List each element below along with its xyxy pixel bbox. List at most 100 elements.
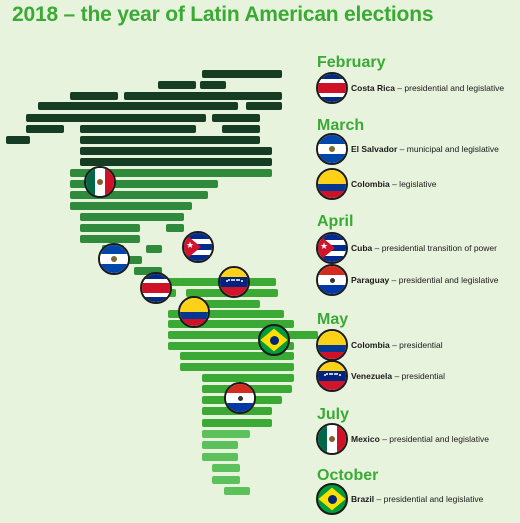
entry-text: Colombia – presidential [351, 340, 443, 350]
colombia-flag-icon [316, 168, 348, 200]
map-bar [202, 430, 250, 438]
country-name: Colombia [351, 340, 390, 350]
map-bar [222, 125, 260, 133]
election-entry: ★ Cuba – presidential transition of power [316, 232, 497, 264]
election-entry: Venezuela – presidential [316, 360, 445, 392]
map-bar [6, 136, 30, 144]
brazil-flag-icon [316, 483, 348, 515]
entry-text: Mexico – presidential and legislative [351, 434, 489, 444]
month-heading: February [317, 54, 386, 71]
map-bar [212, 114, 260, 122]
month-heading: October [317, 467, 379, 484]
map-bar [146, 245, 162, 253]
map-bar [134, 267, 162, 275]
brazil-flag-icon [258, 324, 290, 356]
map-bar [70, 92, 118, 100]
country-name: Venezuela [351, 371, 393, 381]
entry-text: Colombia – legislative [351, 179, 437, 189]
map-bar [80, 213, 184, 221]
el-salvador-flag-icon [98, 243, 130, 275]
map-bar [80, 147, 272, 155]
election-type: – presidential [389, 340, 443, 350]
election-type: – legislative [389, 179, 437, 189]
map-bar [38, 102, 238, 110]
month-heading: March [317, 117, 365, 134]
costa-rica-flag-icon [140, 272, 172, 304]
mexico-flag-icon [84, 166, 116, 198]
map-bar [124, 92, 282, 100]
map-bar [168, 320, 294, 328]
entry-text: Paraguay – presidential and legislative [351, 275, 498, 285]
election-type: – presidential transition of power [372, 243, 497, 253]
map-bar [180, 352, 294, 360]
country-name: Cuba [351, 243, 373, 253]
entry-text: Costa Rica – presidential and legislativ… [351, 83, 504, 93]
map-bar [158, 81, 196, 89]
election-type: – presidential and legislative [374, 494, 484, 504]
month-heading: July [317, 406, 350, 423]
map-bar [212, 464, 240, 472]
mexico-flag-icon [316, 423, 348, 455]
country-name: El Salvador [351, 144, 398, 154]
colombia-flag-icon [178, 296, 210, 328]
map-bar [168, 331, 318, 339]
map-bar [70, 191, 208, 199]
election-entry: El Salvador – municipal and legislative [316, 133, 499, 165]
map-bar [212, 476, 240, 484]
month-heading: May [317, 311, 349, 328]
month-heading: April [317, 213, 354, 230]
map-bar [80, 158, 272, 166]
map-bar [26, 114, 206, 122]
entry-text: Brazil – presidential and legislative [351, 494, 483, 504]
el-salvador-flag-icon [316, 133, 348, 165]
cuba-flag-icon: ★ [316, 232, 348, 264]
map-bar [202, 419, 272, 427]
election-entry: Paraguay – presidential and legislative [316, 264, 498, 296]
map-bar [70, 169, 272, 177]
country-name: Paraguay [351, 275, 390, 285]
entry-text: El Salvador – municipal and legislative [351, 144, 499, 154]
colombia-flag-icon [316, 329, 348, 361]
page-title: 2018 – the year of Latin American electi… [12, 3, 434, 26]
country-name: Mexico [351, 434, 380, 444]
election-entry: Brazil – presidential and legislative [316, 483, 483, 515]
map-bar [124, 256, 142, 264]
map-bar [202, 374, 294, 382]
map-bar [70, 202, 192, 210]
election-type: – presidential and legislative [379, 434, 489, 444]
map-bar [202, 70, 282, 78]
map-bar [168, 310, 284, 318]
map-bar [202, 453, 238, 461]
map-bar [180, 363, 294, 371]
cuba-flag-icon: ★ [182, 231, 214, 263]
country-name: Colombia [351, 179, 390, 189]
election-type: – municipal and legislative [397, 144, 499, 154]
map-bar [26, 125, 64, 133]
venezuela-flag-icon [316, 360, 348, 392]
map-bar [188, 300, 260, 308]
map-bar [246, 102, 282, 110]
map-bar [202, 441, 238, 449]
paraguay-flag-icon [316, 264, 348, 296]
entry-text: Cuba – presidential transition of power [351, 243, 497, 253]
election-type: – presidential and legislative [394, 83, 505, 93]
venezuela-flag-icon [218, 266, 250, 298]
election-entry: Colombia – presidential [316, 329, 443, 361]
map-bar [80, 136, 260, 144]
map-bar [80, 125, 196, 133]
election-entry: Colombia – legislative [316, 168, 437, 200]
election-type: – presidential [392, 371, 446, 381]
paraguay-flag-icon [224, 382, 256, 414]
map-bar [200, 81, 226, 89]
costa-rica-flag-icon [316, 72, 348, 104]
country-name: Brazil [351, 494, 375, 504]
country-name: Costa Rica [351, 83, 395, 93]
election-entry: Costa Rica – presidential and legislativ… [316, 72, 504, 104]
map-bar [80, 235, 140, 243]
election-type: – presidential and legislative [389, 275, 499, 285]
map-bar [168, 342, 294, 350]
map-bar [70, 180, 218, 188]
map-bar [166, 224, 184, 232]
map-bar [80, 224, 140, 232]
entry-text: Venezuela – presidential [351, 371, 445, 381]
